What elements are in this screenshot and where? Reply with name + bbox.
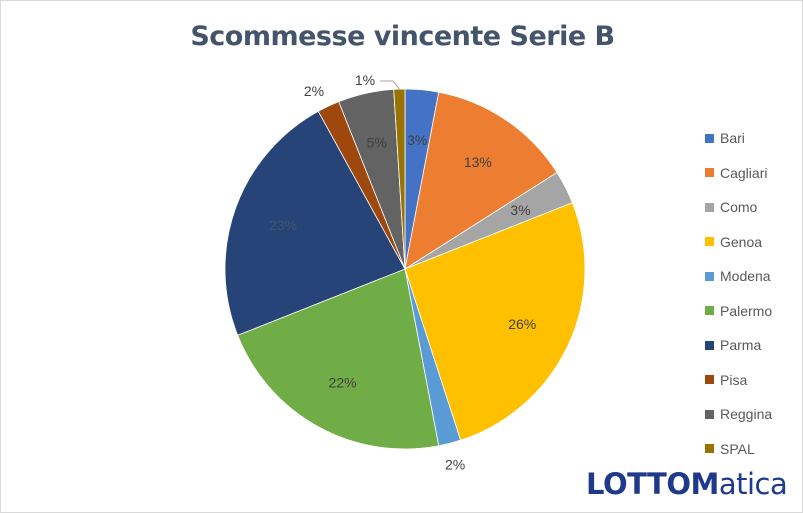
legend-item: Pisa [705, 363, 772, 398]
data-label: 3% [510, 202, 530, 218]
legend-item: Cagliari [705, 156, 772, 191]
legend-label: Modena [720, 268, 771, 285]
data-label: 23% [269, 217, 297, 233]
data-label: 2% [445, 456, 465, 472]
lottomatica-logo: LOTTOMatica [586, 467, 788, 501]
legend-item: Parma [705, 328, 772, 363]
legend-item: Genoa [705, 225, 772, 260]
legend-swatch [705, 409, 714, 419]
legend-item: Modena [705, 259, 772, 294]
pie-slice-spal [393, 88, 406, 270]
legend-label: Pisa [720, 371, 748, 388]
data-label: 22% [329, 375, 357, 391]
data-label: 13% [464, 154, 492, 170]
legend-label: Genoa [720, 233, 763, 250]
legend-item: Bari [705, 121, 772, 156]
data-label: 5% [367, 135, 387, 151]
legend: Bari Cagliari Como Genoa Modena Palermo Parma P… [705, 121, 772, 466]
legend-swatch [705, 237, 714, 247]
legend-swatch [705, 271, 714, 281]
pie-slice-palermo [237, 268, 440, 450]
chart-title: Scommesse vincente Serie B [190, 21, 615, 52]
legend-label: Reggina [720, 406, 773, 423]
legend-swatch [705, 340, 714, 350]
data-label: 26% [508, 316, 536, 332]
legend-swatch [705, 202, 714, 212]
legend-item: Como [705, 190, 772, 225]
legend-item: SPAL [705, 432, 772, 467]
legend-label: Palermo [720, 302, 773, 319]
legend-label: Bari [720, 130, 745, 147]
legend-swatch [705, 133, 714, 143]
legend-label: Cagliari [720, 164, 768, 181]
legend-item: Reggina [705, 397, 772, 432]
legend-label: Como [720, 199, 758, 216]
legend-swatch [705, 168, 714, 178]
pie-slice-cagliari [404, 91, 558, 270]
data-label: 2% [304, 83, 324, 99]
legend-label: SPAL [720, 440, 755, 457]
pie-slice-parma [224, 110, 406, 336]
legend-item: Palermo [705, 294, 772, 329]
pie-slice-genoa [404, 202, 586, 441]
legend-swatch [705, 375, 714, 385]
data-label: 3% [407, 132, 427, 148]
leader-line [380, 80, 400, 90]
legend-label: Parma [720, 337, 762, 354]
data-label: 1% [355, 72, 375, 88]
legend-swatch [705, 444, 714, 454]
legend-swatch [705, 306, 714, 316]
